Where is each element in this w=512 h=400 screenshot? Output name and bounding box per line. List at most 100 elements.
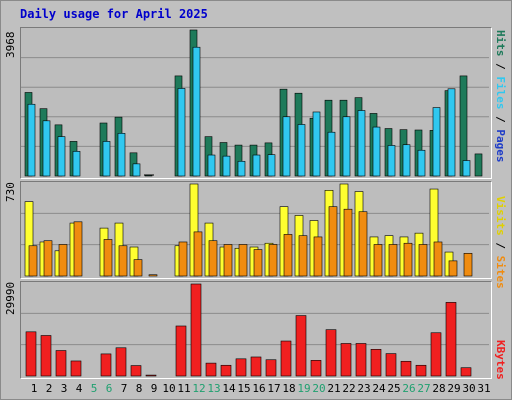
files-bar	[342, 116, 351, 177]
sites-bar	[103, 239, 113, 277]
sites-bar	[43, 240, 53, 277]
day-label: 4	[75, 382, 83, 395]
kbytes-bar	[130, 365, 142, 377]
kbytes-bar	[295, 315, 307, 377]
day-label: 15	[237, 382, 251, 395]
day-label: 24	[372, 382, 386, 395]
day-label: 25	[387, 382, 401, 395]
day-label: 9	[150, 382, 158, 395]
kbytes-bar	[280, 340, 292, 377]
kbytes-bar	[205, 362, 217, 377]
day-label: 2	[45, 382, 53, 395]
sites-bar	[373, 244, 383, 277]
files-bar	[237, 160, 246, 177]
files-bar	[102, 141, 111, 177]
files-bar	[27, 103, 36, 177]
sites-bar	[148, 274, 158, 277]
kbytes-bar	[40, 335, 52, 377]
sites-bar	[58, 244, 68, 277]
kbytes-bar	[175, 325, 187, 377]
sites-bar	[178, 241, 188, 277]
day-label: 27	[417, 382, 431, 395]
day-label: 16	[252, 382, 266, 395]
kbytes-bar	[340, 343, 352, 377]
kbytes-bar	[445, 302, 457, 377]
day-label: 6	[105, 382, 113, 395]
kbytes-bar	[430, 332, 442, 377]
kbytes-bar	[415, 364, 427, 377]
day-label: 29	[447, 382, 461, 395]
files-bar	[57, 136, 66, 177]
files-bar	[327, 131, 336, 177]
day-label: 31	[477, 382, 491, 395]
day-label: 3	[60, 382, 68, 395]
sites-bar	[208, 240, 218, 277]
files-bar	[357, 110, 366, 177]
files-bar	[447, 88, 456, 177]
sites-bar	[283, 234, 293, 277]
day-label: 8	[135, 382, 143, 395]
files-bar	[462, 160, 471, 177]
kbytes-bar	[250, 356, 262, 377]
sites-bar	[313, 236, 323, 277]
files-bar	[312, 111, 321, 177]
files-bar	[177, 88, 186, 177]
files-bar	[207, 154, 216, 177]
kbytes-bar	[100, 353, 112, 377]
sites-bar	[418, 244, 428, 277]
sites-bar	[118, 245, 128, 277]
kbytes-bar	[25, 331, 37, 377]
sites-bar	[388, 244, 398, 277]
sites-bar	[343, 208, 353, 277]
files-bar	[372, 126, 381, 177]
day-label: 12	[192, 382, 206, 395]
day-label: 18	[282, 382, 296, 395]
day-label: 21	[327, 382, 341, 395]
day-label: 11	[177, 382, 191, 395]
sites-bar	[403, 242, 413, 277]
sites-bar	[328, 206, 338, 277]
day-label: 20	[312, 382, 326, 395]
sites-bar	[358, 211, 368, 277]
kbytes-bar	[190, 283, 202, 377]
kbytes-bar	[370, 349, 382, 377]
day-label: 23	[357, 382, 371, 395]
day-label: 14	[222, 382, 236, 395]
sites-bar	[253, 249, 263, 277]
sites-bar	[238, 244, 248, 277]
sites-bar	[463, 253, 473, 277]
day-label: 17	[267, 382, 281, 395]
day-label: 5	[90, 382, 98, 395]
files-bar	[252, 154, 261, 177]
day-label: 13	[207, 382, 221, 395]
sites-bar	[223, 244, 233, 277]
day-label: 1	[30, 382, 38, 395]
sites-bar	[28, 245, 38, 277]
sites-bar	[268, 244, 278, 277]
kbytes-bar	[460, 367, 472, 377]
files-bar	[192, 46, 201, 177]
sites-bar	[193, 231, 203, 277]
kbytes-bar	[265, 359, 277, 377]
files-bar	[282, 116, 291, 177]
kbytes-bar	[115, 347, 127, 377]
files-bar	[117, 133, 126, 177]
day-label: 28	[432, 382, 446, 395]
kbytes-bar	[70, 360, 82, 377]
hits-bar	[474, 153, 483, 177]
files-bar	[417, 149, 426, 177]
files-bar	[267, 154, 276, 177]
kbytes-bar	[325, 329, 337, 377]
day-label: 26	[402, 382, 416, 395]
files-bar	[297, 124, 306, 177]
day-label: 30	[462, 382, 476, 395]
kbytes-bar	[235, 358, 247, 377]
kbytes-bar	[310, 360, 322, 377]
kbytes-bar	[385, 353, 397, 377]
files-bar	[432, 107, 441, 177]
sites-bar	[298, 235, 308, 277]
kbytes-bar	[145, 374, 157, 377]
files-bar	[72, 151, 81, 177]
kbytes-bar	[355, 343, 367, 377]
